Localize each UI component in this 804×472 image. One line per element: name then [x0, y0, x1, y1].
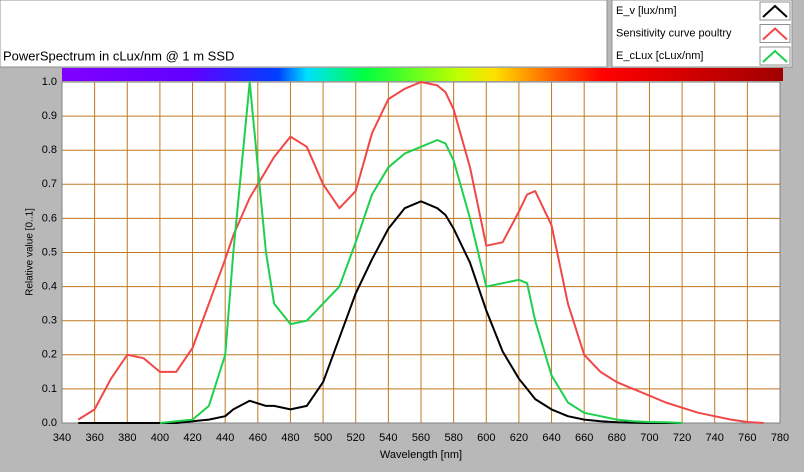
x-tick-label: 700: [640, 432, 658, 444]
x-tick-label: 360: [85, 432, 103, 444]
y-tick-label: 0.0: [42, 417, 57, 429]
x-tick-label: 560: [412, 432, 430, 444]
x-tick-label: 720: [673, 432, 691, 444]
title-panel: [0, 0, 608, 68]
chart-title: PowerSpectrum in cLux/nm @ 1 m SSD: [3, 48, 234, 63]
x-axis-label: Wavelength [nm]: [380, 449, 462, 461]
x-tick-label: 500: [314, 432, 332, 444]
x-tick-label: 380: [118, 432, 136, 444]
x-tick-label: 400: [151, 432, 169, 444]
x-tick-label: 580: [444, 432, 462, 444]
series-line: [77, 81, 764, 424]
x-tick-label: 340: [53, 432, 71, 444]
x-tick-label: 660: [575, 432, 593, 444]
legend-swatch-box: [759, 1, 791, 21]
x-tick-label: 760: [738, 432, 756, 444]
x-tick-label: 680: [608, 432, 626, 444]
y-tick-label: 0.6: [42, 212, 57, 224]
x-tick-label: 480: [281, 432, 299, 444]
legend-swatch: [762, 4, 788, 18]
x-tick-label: 540: [379, 432, 397, 444]
y-tick-label: 0.1: [42, 383, 57, 395]
y-tick-label: 0.2: [42, 349, 57, 361]
legend-swatch-box: [759, 24, 791, 43]
x-tick-label: 780: [771, 432, 789, 444]
x-tick-label: 420: [183, 432, 201, 444]
y-tick-label: 0.9: [42, 110, 57, 122]
y-tick-label: 0.5: [42, 246, 57, 258]
legend-label: Sensitivity curve poultry: [616, 27, 732, 39]
x-tick-label: 460: [249, 432, 267, 444]
legend-swatch: [762, 27, 788, 41]
x-tick-label: 600: [477, 432, 495, 444]
y-tick-label: 0.4: [42, 281, 57, 293]
legend-swatch-box: [759, 46, 791, 66]
y-tick-label: 0.8: [42, 144, 57, 156]
x-tick-label: 640: [542, 432, 560, 444]
legend-label: E_v [lux/nm]: [616, 5, 677, 17]
y-tick-label: 0.3: [42, 315, 57, 327]
y-tick-label: 0.7: [42, 178, 57, 190]
x-tick-label: 620: [510, 432, 528, 444]
x-tick-label: 440: [216, 432, 234, 444]
series-line: [78, 200, 683, 424]
x-tick-label: 520: [347, 432, 365, 444]
spectrum-bar: [62, 68, 783, 81]
series-line: [159, 81, 683, 424]
legend-swatch: [762, 49, 788, 63]
y-tick-label: 1.0: [42, 76, 57, 88]
legend-label: E_cLux [cLux/nm]: [616, 50, 703, 62]
y-axis-label: Relative value [0..1]: [25, 208, 36, 296]
x-tick-label: 740: [706, 432, 724, 444]
